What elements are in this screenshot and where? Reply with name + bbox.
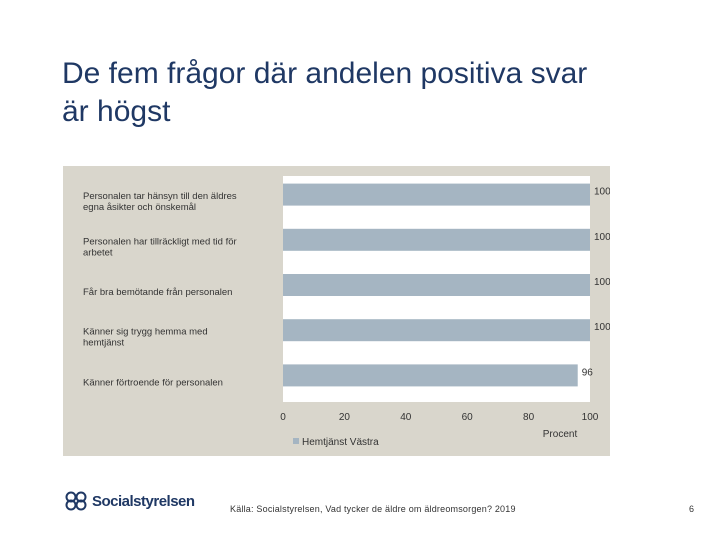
category-label-line: Personalen tar hänsyn till den äldres [83,191,237,202]
category-label: Får bra bemötande från personalen [83,287,232,298]
category-label: Känner förtroende för personalen [83,377,223,388]
bar [283,274,590,296]
category-label-line: Får bra bemötande från personalen [83,287,232,298]
category-label-line: Personalen har tillräckligt med tid för [83,236,237,247]
x-axis-label: Procent [543,429,578,440]
legend-entry: Hemtjänst Västra [302,437,379,448]
data-label: 100 [594,187,610,198]
bar [283,228,590,251]
category-label: Personalen har tillräckligt med tid för a… [83,236,237,258]
x-tick-label: 80 [523,412,535,423]
logo-text: Socialstyrelsen [92,492,195,510]
source-note: Källa: Socialstyrelsen, Vad tycker de äl… [230,504,516,514]
logo: Socialstyrelsen [64,488,195,514]
x-tick-label: 40 [400,412,412,423]
x-tick-label: 100 [582,412,599,423]
bar-chart: 100 100 100 100 96 Personalen tar hänsyn til… [83,176,611,448]
page-title: De fem frågor där andelen positiva svar … [62,55,682,131]
x-tick-label: 60 [462,412,474,423]
bar [283,183,590,206]
category-label-line: hemtjänst [83,338,125,349]
category-label-line: arbetet [83,247,113,258]
category-label: Känner sig trygg hemma med hemtjänst [83,327,208,349]
logo-emblem-icon [65,491,87,511]
data-label: 100 [594,232,610,243]
data-label: 100 [594,277,610,288]
title-line-2: är högst [62,95,171,128]
category-label-line: Känner förtroende för personalen [83,377,223,388]
bar [283,319,590,342]
title-line-1: De fem frågor där andelen positiva svar [62,57,588,90]
category-label: Personalen tar hänsyn till den äldres egn… [83,191,237,213]
category-label-line: Känner sig trygg hemma med [83,327,208,338]
bar [283,364,578,387]
x-tick-label: 20 [339,412,351,423]
page-number: 6 [689,504,695,514]
legend-swatch [293,438,299,444]
data-label: 96 [582,367,594,378]
category-label-line: egna åsikter och önskemål [83,202,196,213]
data-label: 100 [594,322,610,333]
x-tick-label: 0 [280,412,286,423]
chart-container: 100 100 100 100 96 Personalen tar hänsyn til… [63,166,611,456]
